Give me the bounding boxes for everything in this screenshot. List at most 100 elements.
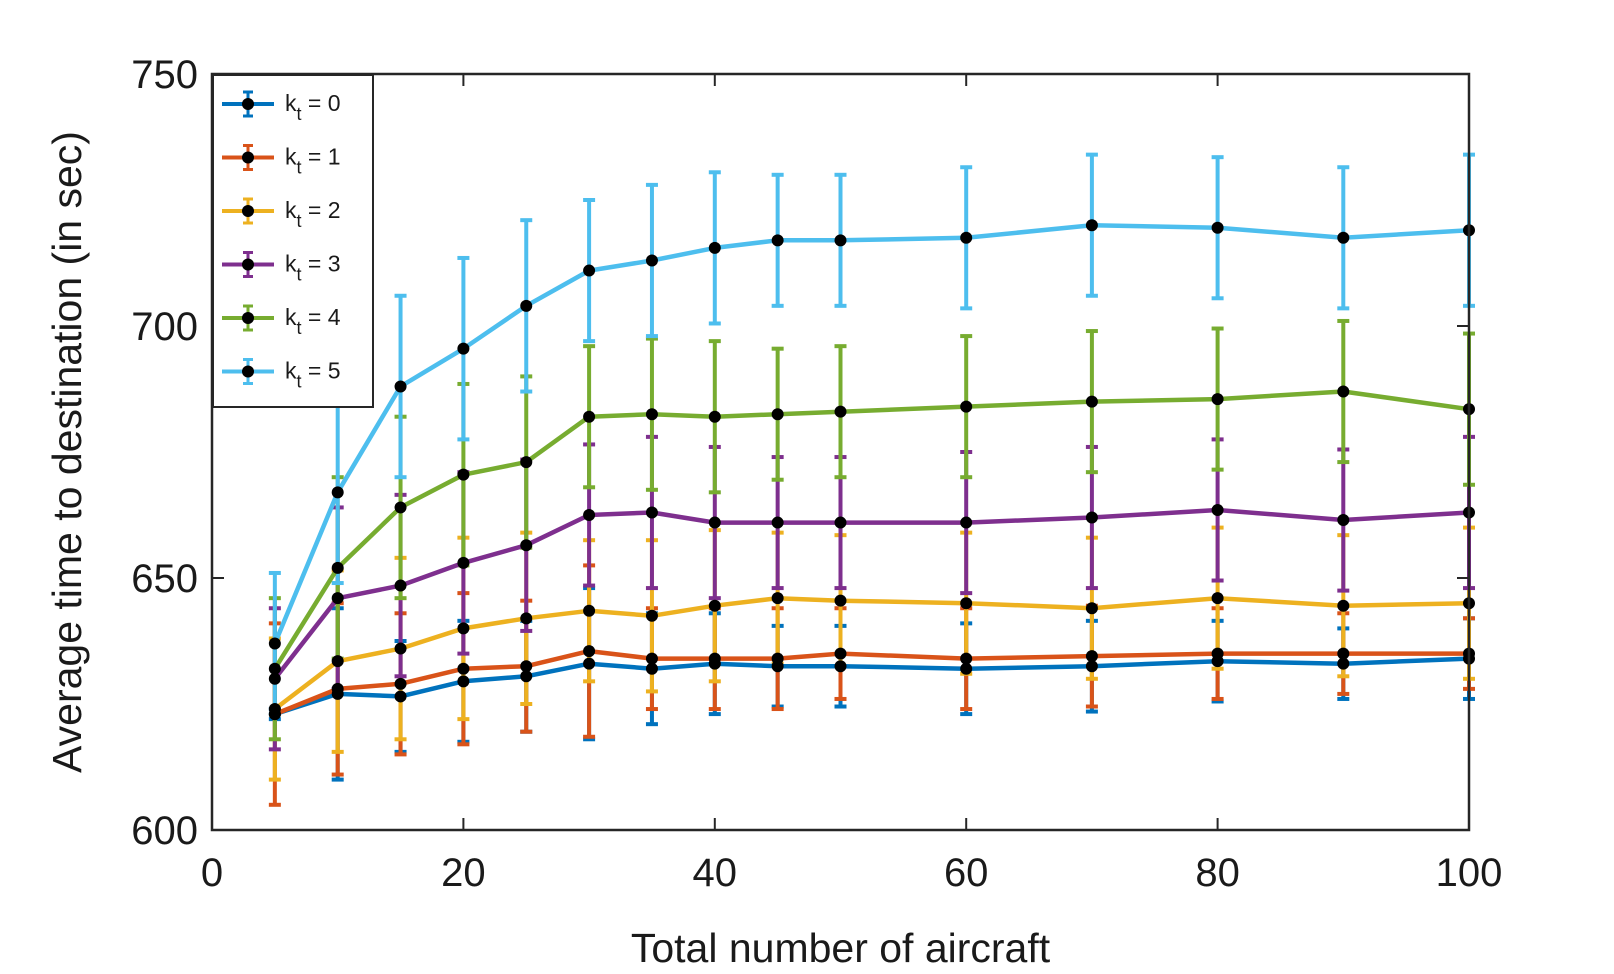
data-point bbox=[771, 652, 784, 665]
data-point bbox=[645, 662, 658, 675]
plot-frame bbox=[210, 72, 1471, 832]
data-point bbox=[331, 486, 344, 499]
data-point bbox=[960, 400, 973, 413]
data-point bbox=[771, 234, 784, 247]
data-point bbox=[1337, 647, 1350, 660]
data-point bbox=[520, 660, 533, 673]
data-point bbox=[457, 556, 470, 569]
data-point bbox=[331, 592, 344, 605]
data-point bbox=[1211, 647, 1224, 660]
data-point bbox=[1211, 592, 1224, 605]
y-axis-label: Average time to destination (in sec) bbox=[44, 131, 90, 773]
data-point bbox=[394, 380, 407, 393]
data-point bbox=[1085, 219, 1098, 232]
legend-label: kt = 3 bbox=[285, 251, 341, 285]
data-point bbox=[708, 516, 721, 529]
data-point bbox=[1211, 221, 1224, 234]
data-point bbox=[834, 234, 847, 247]
legend-swatch-marker bbox=[242, 365, 254, 378]
series-line bbox=[272, 389, 1470, 670]
data-point bbox=[708, 410, 721, 423]
data-point bbox=[834, 647, 847, 660]
data-point bbox=[1211, 393, 1224, 406]
data-point bbox=[583, 410, 596, 423]
data-point bbox=[645, 652, 658, 665]
axis-ticks-layer: 0 20 40 60 80 100 600 650 700 750 bbox=[131, 53, 1502, 895]
legend-swatch-marker bbox=[242, 98, 254, 110]
x-tick-label: 20 bbox=[441, 851, 486, 895]
data-point bbox=[520, 670, 533, 683]
legend-swatch-marker bbox=[242, 151, 254, 164]
x-tick-label: 0 bbox=[201, 851, 223, 895]
data-point bbox=[834, 405, 847, 418]
legend-swatch-marker bbox=[242, 205, 254, 217]
data-point bbox=[583, 509, 596, 521]
x-tick-label: 100 bbox=[1436, 851, 1503, 895]
data-point bbox=[960, 662, 973, 675]
data-point bbox=[834, 594, 847, 607]
legend: kt = 0 kt = 1 kt = 2 kt = 3 kt = 4 kt = 5 bbox=[212, 74, 374, 408]
data-point bbox=[268, 703, 281, 716]
data-point bbox=[457, 622, 470, 635]
series-line bbox=[274, 656, 1470, 717]
data-point bbox=[520, 456, 533, 469]
data-point bbox=[394, 677, 407, 690]
data-point bbox=[331, 682, 344, 695]
data-point bbox=[771, 408, 784, 421]
data-point bbox=[708, 599, 721, 612]
x-tick-label: 80 bbox=[1195, 851, 1240, 895]
data-point bbox=[645, 254, 658, 267]
data-point bbox=[457, 675, 470, 688]
data-point bbox=[520, 612, 533, 625]
y-tick-label: 750 bbox=[131, 53, 198, 97]
legend-label: kt = 5 bbox=[285, 358, 341, 392]
data-point bbox=[268, 662, 281, 675]
x-tick-label: 40 bbox=[693, 851, 738, 895]
data-point bbox=[708, 241, 721, 254]
data-point bbox=[1337, 599, 1350, 612]
series-line bbox=[272, 222, 1470, 645]
legend-label: kt = 1 bbox=[285, 144, 341, 178]
data-point bbox=[394, 690, 407, 703]
legend-swatch-marker bbox=[242, 258, 254, 271]
data-point bbox=[394, 501, 407, 514]
y-tick-label: 650 bbox=[131, 557, 198, 601]
data-point bbox=[331, 655, 344, 668]
data-point bbox=[1337, 514, 1350, 527]
data-point bbox=[457, 662, 470, 675]
data-markers-layer bbox=[268, 219, 1475, 721]
data-point bbox=[960, 597, 973, 610]
data-point bbox=[268, 672, 281, 685]
legend-label: kt = 4 bbox=[285, 304, 341, 338]
data-point bbox=[708, 652, 721, 665]
data-point bbox=[1337, 657, 1350, 670]
data-point bbox=[960, 516, 973, 529]
data-point bbox=[394, 642, 407, 655]
x-tick-label: 60 bbox=[944, 851, 989, 895]
data-point bbox=[834, 516, 847, 529]
y-tick-label: 600 bbox=[131, 809, 198, 853]
data-point bbox=[268, 637, 281, 650]
legend-label: kt = 0 bbox=[285, 90, 341, 124]
y-tick-label: 700 bbox=[131, 305, 198, 349]
legend-box bbox=[212, 74, 374, 408]
series-lines-layer bbox=[272, 222, 1470, 717]
data-point bbox=[645, 609, 658, 622]
data-point bbox=[583, 264, 596, 277]
data-point bbox=[1085, 650, 1098, 663]
data-point bbox=[520, 539, 533, 552]
legend-swatch-marker bbox=[242, 312, 254, 324]
data-point bbox=[331, 561, 344, 574]
data-point bbox=[960, 231, 973, 244]
data-point bbox=[394, 579, 407, 592]
data-point bbox=[834, 660, 847, 673]
data-point bbox=[645, 506, 658, 519]
data-point bbox=[1085, 395, 1098, 408]
data-point bbox=[583, 657, 596, 670]
data-point bbox=[1211, 503, 1224, 516]
data-point bbox=[520, 299, 533, 312]
data-point bbox=[583, 645, 596, 658]
data-point bbox=[960, 652, 973, 665]
data-point bbox=[1337, 231, 1350, 244]
